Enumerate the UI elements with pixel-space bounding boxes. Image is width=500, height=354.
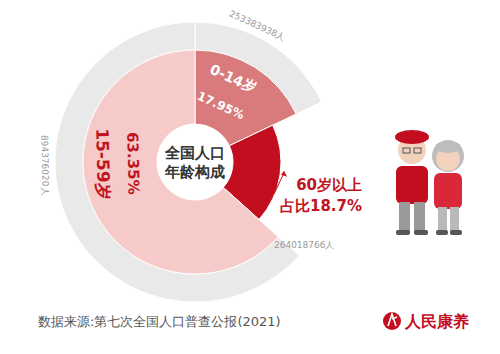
track (55, 22, 299, 302)
center-circle (158, 125, 232, 199)
leader-line (274, 175, 283, 194)
category-label: 15-59岁 (92, 128, 114, 200)
data-label: 占比18.7% (280, 197, 362, 215)
logo-icon (383, 312, 401, 330)
title: 年龄构成 (164, 163, 225, 181)
title: 全国人口 (164, 144, 225, 162)
arrow-head (281, 171, 287, 177)
segments (83, 50, 296, 274)
count-label: 894376020人 (39, 135, 50, 196)
logo: 人民康养 (404, 312, 469, 331)
data-label: 17.95% (195, 89, 246, 123)
chart: 0-14岁17.95% 253383938人 15-59岁 63.35% 8943760… (0, 0, 500, 354)
data-label: 63.35% (123, 132, 142, 195)
segment (83, 50, 278, 274)
count-label: 253383938人 (228, 8, 287, 42)
count-label: 264018766人 (274, 240, 335, 250)
illustration (395, 130, 464, 235)
logo-icon (388, 314, 397, 326)
source: 数据来源:第七次全国人口普查公报(2021) (38, 314, 281, 329)
labels: 0-14岁17.95% 253383938人 15-59岁 63.35% 8943760… (39, 8, 362, 250)
tracks (55, 22, 321, 302)
category-label: 60岁以上 (296, 176, 362, 194)
category-label: 0-14岁 (208, 61, 259, 96)
